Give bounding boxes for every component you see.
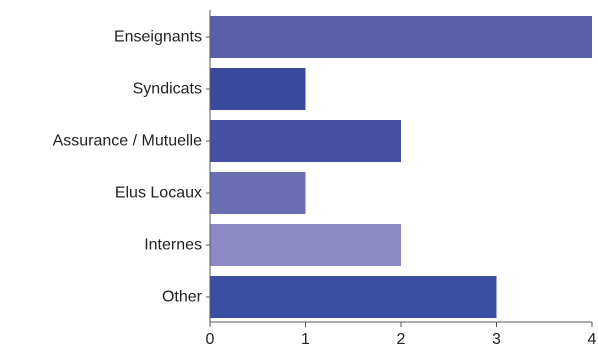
x-tick-label: 2 <box>397 331 406 348</box>
x-tick-label: 1 <box>301 331 310 348</box>
labels-layer: Enseignants Syndicats Assurance / Mutuelle… <box>53 29 203 306</box>
category-label: Enseignants <box>114 29 202 46</box>
category-label: Internes <box>144 237 202 254</box>
x-tick-label: 0 <box>206 331 215 348</box>
bar-elus-locaux <box>210 172 306 214</box>
category-label: Assurance / Mutuelle <box>53 133 203 150</box>
category-label: Other <box>162 289 203 306</box>
bar-internes <box>210 224 401 266</box>
bars-layer <box>210 16 592 318</box>
bar-syndicats <box>210 68 306 110</box>
x-tick-label: 3 <box>492 331 501 348</box>
bar-enseignants <box>210 16 592 58</box>
axis-layer: 0 1 2 3 4 <box>206 10 597 348</box>
category-label: Elus Locaux <box>115 185 202 202</box>
bar-assurance-mutuelle <box>210 120 401 162</box>
bar-other <box>210 276 497 318</box>
category-label: Syndicats <box>133 81 202 98</box>
x-tick-label: 4 <box>588 331 597 348</box>
